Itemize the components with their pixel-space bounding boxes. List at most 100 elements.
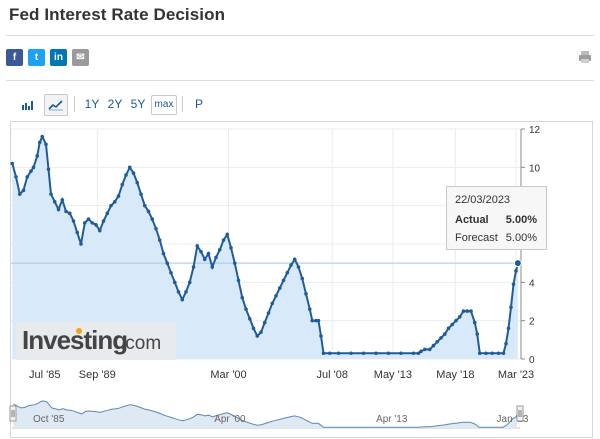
- y-tick-label: 0: [529, 355, 535, 366]
- rate-point: [285, 270, 290, 275]
- rate-point: [10, 161, 15, 166]
- rate-point: [304, 292, 308, 296]
- x-tick-label: May '18: [436, 369, 474, 381]
- range-2y-button[interactable]: 2Y: [107, 97, 123, 111]
- rate-point: [255, 334, 260, 338]
- rate-point: [327, 351, 332, 356]
- rate-point: [86, 217, 91, 221]
- rate-point: [501, 351, 506, 356]
- rate-point: [244, 307, 248, 311]
- rate-point: [169, 270, 173, 275]
- rate-point: [82, 221, 87, 225]
- rate-point: [496, 351, 501, 356]
- navigator-label: Apr '13: [376, 414, 408, 425]
- rate-point: [442, 332, 447, 336]
- title-divider: [6, 35, 594, 36]
- rate-point: [259, 330, 263, 334]
- facebook-share-button[interactable]: f: [6, 49, 23, 66]
- y-tick-label: 12: [529, 125, 541, 136]
- rate-point: [435, 339, 440, 344]
- rate-point: [439, 336, 443, 340]
- rate-point: [247, 316, 252, 321]
- rate-point: [416, 351, 421, 356]
- linkedin-share-button[interactable]: in: [50, 49, 67, 66]
- tooltip-actual-label: Actual: [455, 214, 489, 226]
- rate-point: [431, 343, 436, 348]
- rate-point: [361, 351, 366, 356]
- rate-point: [37, 140, 42, 145]
- rate-point: [316, 318, 321, 323]
- rate-point: [154, 226, 158, 231]
- navigator-handle-left[interactable]: [9, 405, 17, 422]
- rate-point: [210, 265, 215, 269]
- rate-point: [176, 290, 181, 294]
- rate-point: [274, 293, 278, 298]
- rate-point: [446, 326, 451, 331]
- tooltip-actual-value: 5.00%: [505, 214, 537, 226]
- print-icon[interactable]: [578, 50, 592, 64]
- email-icon: ✉: [76, 52, 85, 63]
- rate-point: [97, 228, 102, 233]
- rate-point: [292, 257, 297, 262]
- logo-dot: [76, 328, 82, 334]
- x-tick-label: Jul '08: [317, 369, 348, 381]
- rate-point: [14, 175, 18, 179]
- bar-chart-icon: [22, 101, 33, 110]
- rate-point: [262, 320, 267, 325]
- rate-point: [94, 223, 98, 227]
- x-axis-ticks: Jul '85 Sep '89 Mar '00 Jul '08 May '13 May '…: [29, 369, 534, 381]
- data-tooltip: 22/03/2023 Actual 5.00% Forecast 5.00%: [446, 186, 547, 250]
- line-chart-toggle[interactable]: [44, 94, 68, 116]
- rate-point: [172, 280, 177, 285]
- bar-chart-toggle[interactable]: [16, 94, 40, 116]
- rate-point: [206, 251, 211, 256]
- rate-point: [146, 209, 151, 214]
- x-tick-label: Mar '23: [498, 369, 534, 381]
- rate-point: [217, 247, 222, 252]
- rate-point: [289, 263, 293, 267]
- rate-point: [40, 134, 45, 139]
- rate-point: [184, 290, 188, 294]
- navigator-label: Jan '23: [497, 414, 529, 425]
- rate-point: [49, 192, 53, 196]
- rate-point: [477, 351, 482, 356]
- rate-point: [150, 217, 155, 221]
- rate-point: [199, 249, 203, 254]
- facebook-icon: f: [12, 52, 17, 63]
- rate-point: [221, 238, 226, 242]
- x-tick-label: Sep '89: [79, 369, 116, 381]
- rate-point: [60, 198, 65, 202]
- rate-point: [67, 211, 72, 216]
- rate-point: [44, 142, 48, 147]
- rate-point: [109, 203, 113, 208]
- investing-watermark: Investing .com: [16, 322, 176, 360]
- rate-point: [225, 232, 230, 237]
- range-1y-button[interactable]: 1Y: [84, 97, 100, 111]
- rate-point: [321, 351, 326, 356]
- rate-point: [142, 203, 147, 208]
- x-tick-label: May '13: [374, 369, 412, 381]
- range-5y-button[interactable]: 5Y: [130, 97, 146, 111]
- navigator-handle-right[interactable]: [516, 405, 524, 422]
- rate-point: [509, 305, 513, 310]
- y-tick-label: 10: [529, 163, 541, 174]
- range-max-button[interactable]: max: [151, 95, 177, 115]
- rate-point: [71, 219, 76, 223]
- rate-point: [21, 188, 26, 193]
- rate-point: [296, 265, 301, 269]
- rate-point: [314, 318, 318, 323]
- toolbar-divider: [6, 80, 594, 81]
- rate-point: [191, 265, 196, 269]
- rate-point: [202, 257, 207, 262]
- rate-point: [506, 326, 511, 331]
- y-tick-label: 2: [529, 317, 535, 328]
- page-title: Fed Interest Rate Decision: [9, 5, 226, 24]
- rate-point: [475, 332, 480, 336]
- rate-point: [112, 200, 117, 204]
- rate-point: [31, 165, 36, 170]
- rate-point: [165, 261, 170, 265]
- email-share-button[interactable]: ✉: [72, 49, 89, 66]
- rate-point: [52, 200, 57, 204]
- twitter-share-button[interactable]: t: [28, 49, 45, 66]
- p-button[interactable]: P: [194, 97, 203, 111]
